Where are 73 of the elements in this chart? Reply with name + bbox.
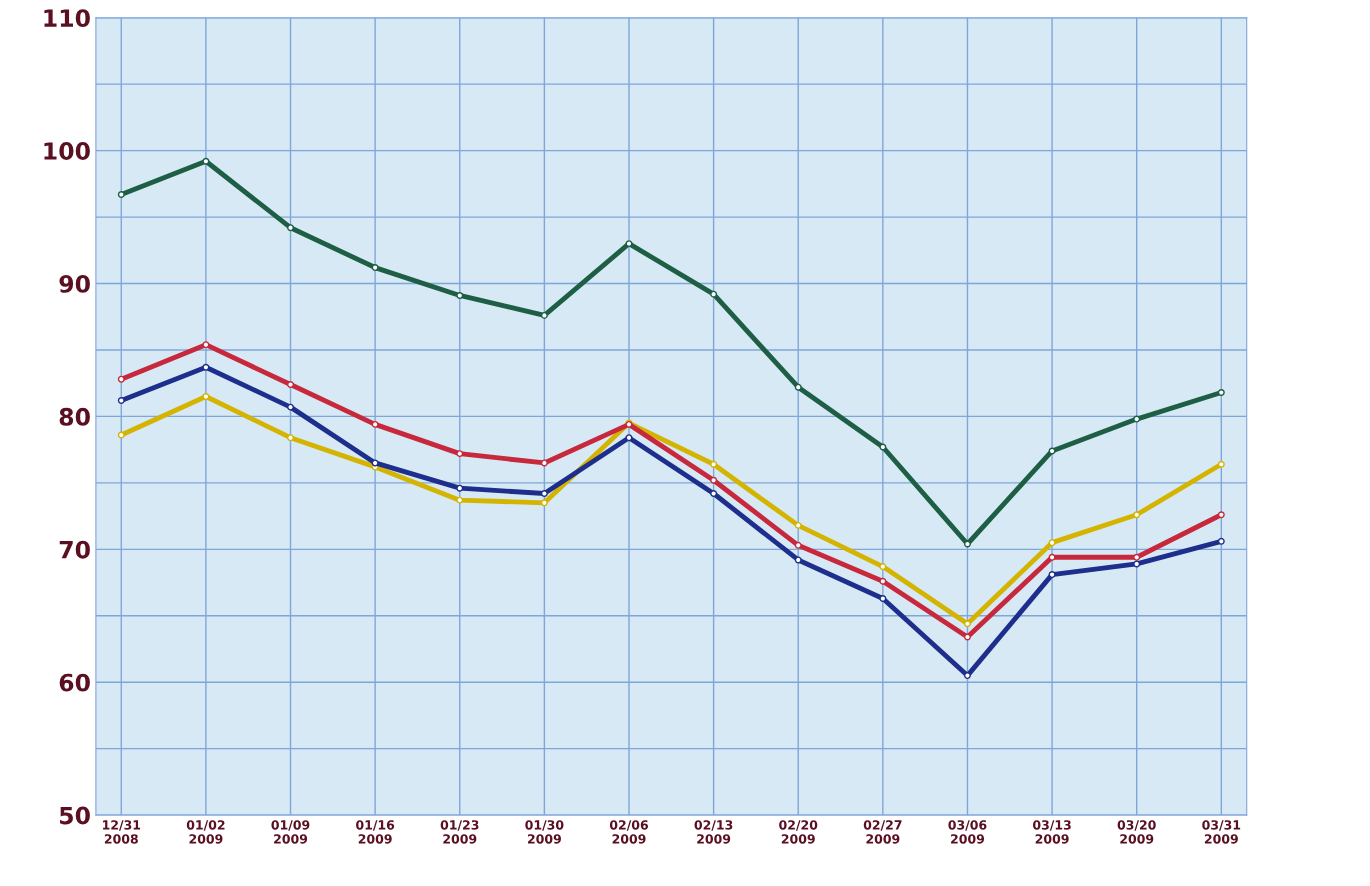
point [794, 541, 802, 549]
point [540, 499, 548, 507]
point [1217, 511, 1225, 519]
point [794, 521, 802, 529]
point [1217, 460, 1225, 468]
point [202, 157, 210, 165]
x-tick-label: 02/27 2009 [863, 820, 902, 844]
point [117, 431, 125, 439]
point [287, 381, 294, 388]
x-tick-label: 03/06 2009 [948, 820, 987, 844]
x-tick-label: 03/20 2009 [1117, 820, 1156, 844]
point [879, 563, 887, 571]
point [794, 556, 802, 564]
point [371, 459, 379, 467]
point [625, 434, 633, 442]
y-tick-label: 50 [60, 806, 90, 825]
x-tick-label: 01/30 2009 [525, 820, 564, 844]
point [202, 363, 210, 371]
point [963, 672, 971, 680]
point [879, 443, 887, 451]
point [287, 434, 294, 442]
point [963, 633, 971, 641]
x-tick-label: 03/13 2009 [1033, 820, 1071, 844]
point [1048, 539, 1056, 547]
point [117, 191, 125, 198]
x-tick-label: 01/23 2009 [440, 820, 479, 844]
point [540, 490, 548, 497]
y-tick-label: 60 [59, 673, 90, 692]
point [202, 393, 210, 400]
y-tick-label: 80 [59, 407, 90, 426]
point [879, 577, 887, 585]
point [456, 484, 464, 492]
x-tick-label: 01/16 2009 [356, 820, 395, 844]
x-tick-label: 02/06 2009 [609, 820, 648, 844]
point [371, 264, 379, 272]
point [879, 595, 887, 602]
point [456, 450, 464, 458]
point [1133, 415, 1141, 423]
point [710, 460, 718, 468]
point [456, 292, 464, 299]
x-tick-label: 02/13 2009 [694, 820, 733, 844]
point [287, 224, 294, 232]
point [540, 459, 548, 467]
point [1217, 389, 1225, 396]
y-tick-label: 110 [44, 9, 90, 28]
point [1048, 553, 1056, 561]
point [202, 341, 210, 349]
point [287, 403, 294, 411]
point [117, 396, 125, 404]
point [1133, 511, 1141, 519]
y-tick-label: 100 [44, 142, 90, 160]
point [117, 375, 125, 383]
point [1133, 560, 1141, 568]
point [794, 383, 802, 391]
x-tick-label: 01/02 2009 [186, 820, 225, 844]
point [1048, 447, 1056, 455]
point [710, 290, 718, 298]
point [625, 240, 633, 248]
x-tick-label: 12/31 2008 [103, 820, 141, 844]
point [710, 490, 718, 497]
point [456, 496, 464, 504]
point [963, 620, 971, 628]
point [1133, 553, 1141, 561]
point [1048, 571, 1056, 579]
y-tick-label: 70 [59, 540, 90, 559]
point [371, 420, 379, 428]
x-tick-label: 02/20 2009 [779, 820, 818, 844]
point [1217, 537, 1225, 545]
point [710, 476, 718, 484]
x-tick-label: 01/09 2009 [271, 820, 310, 844]
y-tick-label: 90 [59, 274, 90, 293]
point [540, 311, 548, 319]
x-tick-label: 03/31 2009 [1202, 820, 1241, 844]
